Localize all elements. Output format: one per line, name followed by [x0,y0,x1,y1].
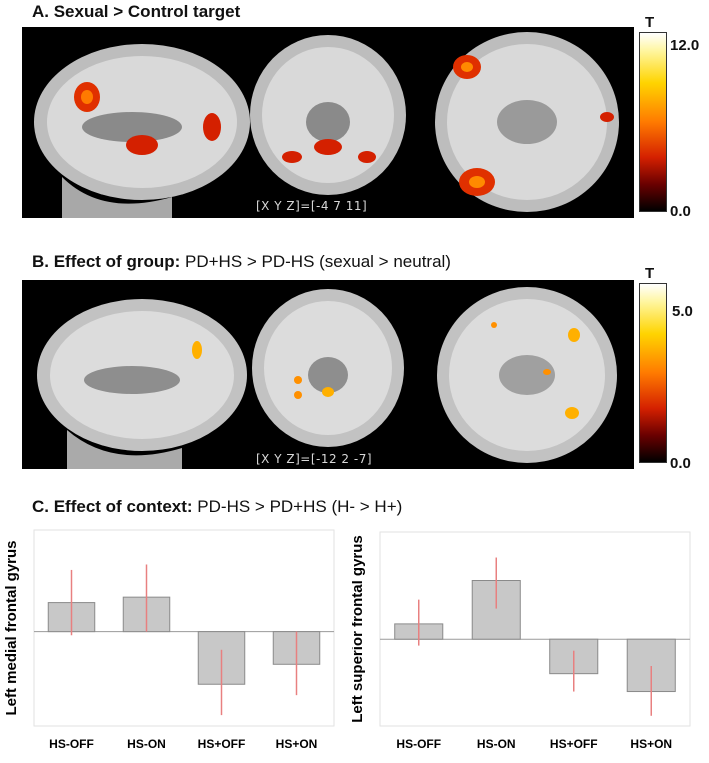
coords-b: [X Y Z]=[-12 2 -7] [256,452,373,466]
x-tick-label: HS-ON [477,737,516,751]
panel-c-title: C. Effect of context: PD-HS > PD+HS (H- … [32,497,403,516]
colorbar-a [639,32,667,212]
bar-chart-superior: Left superior frontal gyrus HS-OFF HS-ON HS… [352,531,691,751]
x-tick-label: HS-OFF [396,737,441,751]
colorbar-b-min: 0.0 [670,455,691,472]
x-tick-label: HS+ON [630,737,672,751]
y-axis-label: Left superior frontal gyrus [352,535,366,723]
colorbar-b-label: T [645,265,655,282]
bar-chart-medial: Left medial frontal gyrus HS-OFF HS-ON HS+O… [3,529,335,751]
x-tick-label: HS+OFF [550,737,598,751]
panel-b-title: B. Effect of group: PD+HS > PD-HS (sexua… [32,252,451,271]
coords-a: [X Y Z]=[-4 7 11] [256,199,368,213]
panel-a-title: A. Sexual > Control target [32,2,241,21]
brain-image-b [37,287,617,469]
x-tick-label: HS-ON [127,737,166,751]
colorbar-b-max: 5.0 [672,303,693,320]
brain-image-a [34,32,619,218]
colorbar-b [639,283,667,463]
colorbar-a-min: 0.0 [670,203,691,220]
x-tick-label: HS+OFF [198,737,246,751]
brain-slices-a [22,27,634,218]
y-axis-label: Left medial frontal gyrus [3,540,20,715]
x-tick-label: HS-OFF [49,737,94,751]
colorbar-a-label: T [645,14,655,31]
x-tick-label: HS+ON [276,737,318,751]
colorbar-a-max: 12.0 [670,37,700,54]
brain-slices-b [22,280,634,469]
